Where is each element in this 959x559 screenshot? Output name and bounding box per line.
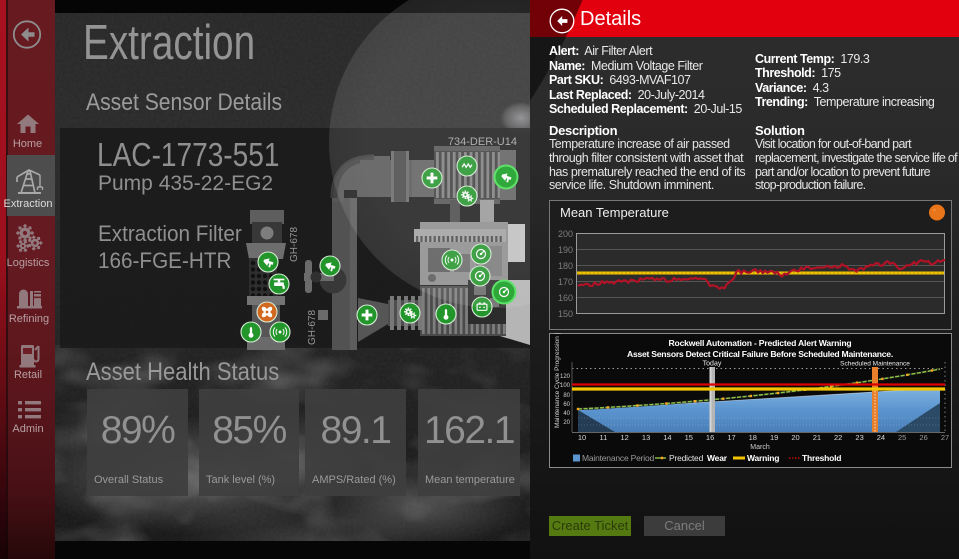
svg-text:40: 40 <box>563 411 570 417</box>
svg-text:Predicted: Predicted <box>669 453 704 463</box>
svg-text:27: 27 <box>941 433 949 442</box>
svg-text:19: 19 <box>770 433 778 442</box>
svg-text:14: 14 <box>663 433 671 442</box>
svg-text:200: 200 <box>558 229 573 239</box>
svg-text:160: 160 <box>558 293 573 303</box>
svg-text:23: 23 <box>855 433 863 442</box>
svg-text:11: 11 <box>600 433 608 442</box>
svg-text:Maintenance Period: Maintenance Period <box>582 453 654 463</box>
svg-text:18: 18 <box>749 433 757 442</box>
svg-text:20: 20 <box>791 433 799 442</box>
svg-text:March: March <box>750 444 770 451</box>
svg-text:180: 180 <box>558 261 573 271</box>
svg-text:Logistics: Logistics <box>7 257 50 269</box>
svg-text:12: 12 <box>621 433 629 442</box>
svg-text:10: 10 <box>578 433 586 442</box>
svg-text:Wear: Wear <box>707 453 728 463</box>
svg-text:15: 15 <box>685 433 693 442</box>
svg-text:Today: Today <box>703 361 722 368</box>
svg-text:Admin: Admin <box>12 423 43 435</box>
svg-text:170: 170 <box>558 277 573 287</box>
svg-text:16: 16 <box>706 433 714 442</box>
svg-text:Warning: Warning <box>747 453 779 463</box>
svg-text:Scheduled Maintenance: Scheduled Maintenance <box>840 361 910 368</box>
svg-text:Asset Sensors Detect Critical: Asset Sensors Detect Critical Failure Be… <box>627 349 893 359</box>
svg-text:120: 120 <box>560 374 571 380</box>
svg-text:25: 25 <box>898 433 906 442</box>
svg-text:Maintenance Cycle Progression: Maintenance Cycle Progression [%] <box>554 333 561 428</box>
svg-text:Rockwell Automation - Predicte: Rockwell Automation - Predicted Alert Wa… <box>669 338 852 348</box>
svg-text:Threshold: Threshold <box>802 453 841 463</box>
svg-text:13: 13 <box>642 433 650 442</box>
svg-text:24: 24 <box>877 433 885 442</box>
svg-text:150: 150 <box>558 309 573 319</box>
svg-text:Extraction: Extraction <box>4 198 53 210</box>
svg-text:Retail: Retail <box>14 369 42 381</box>
svg-text:60: 60 <box>563 402 570 408</box>
svg-text:17: 17 <box>727 433 735 442</box>
svg-text:190: 190 <box>558 245 573 255</box>
svg-text:Home: Home <box>13 138 42 150</box>
svg-text:21: 21 <box>813 433 821 442</box>
svg-text:26: 26 <box>919 433 927 442</box>
svg-text:Mean Temperature: Mean Temperature <box>560 205 669 220</box>
svg-text:22: 22 <box>834 433 842 442</box>
svg-text:80: 80 <box>563 393 570 399</box>
svg-text:Refining: Refining <box>9 313 49 325</box>
svg-text:20: 20 <box>563 420 570 426</box>
svg-text:100: 100 <box>560 383 571 389</box>
